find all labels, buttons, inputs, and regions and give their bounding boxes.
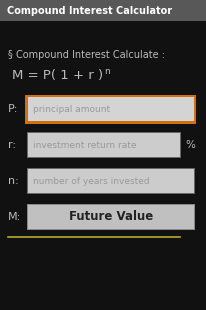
Text: § Compound Interest Calculate :: § Compound Interest Calculate : — [8, 50, 164, 60]
FancyBboxPatch shape — [27, 204, 194, 230]
Text: Future Value: Future Value — [69, 210, 152, 224]
Text: r:: r: — [8, 140, 16, 150]
FancyBboxPatch shape — [27, 132, 180, 158]
FancyBboxPatch shape — [28, 169, 193, 193]
Text: n:: n: — [8, 176, 19, 186]
Text: principal amount: principal amount — [33, 104, 110, 113]
FancyBboxPatch shape — [0, 0, 206, 21]
Text: P:: P: — [8, 104, 18, 114]
FancyBboxPatch shape — [28, 133, 179, 157]
Text: M = P( 1 + r ): M = P( 1 + r ) — [12, 69, 103, 82]
Text: investment return rate: investment return rate — [33, 140, 136, 149]
Text: Compound Interest Calculator: Compound Interest Calculator — [7, 6, 171, 16]
FancyBboxPatch shape — [27, 168, 194, 194]
Text: %: % — [184, 140, 194, 150]
FancyBboxPatch shape — [28, 205, 193, 229]
FancyBboxPatch shape — [25, 95, 195, 123]
Text: n: n — [104, 67, 109, 76]
Text: number of years invested: number of years invested — [33, 176, 149, 185]
Text: M:: M: — [8, 212, 21, 222]
FancyBboxPatch shape — [28, 97, 193, 121]
